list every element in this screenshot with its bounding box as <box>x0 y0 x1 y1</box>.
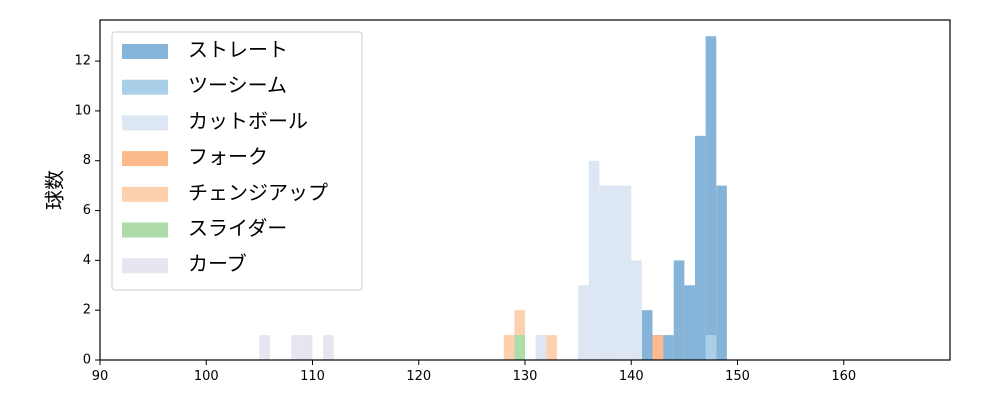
bar-2-137 <box>599 185 610 360</box>
legend-swatch-2 <box>122 115 168 131</box>
bar-2-140 <box>631 260 642 360</box>
legend-label-5: スライダー <box>188 216 287 240</box>
legend-label-4: チェンジアップ <box>188 180 328 204</box>
bar-0-143 <box>663 335 674 360</box>
y-tick-label-10: 10 <box>74 103 91 118</box>
bar-6-105 <box>259 335 270 360</box>
bar-6-111 <box>323 335 334 360</box>
x-tick-label-100: 100 <box>194 369 219 384</box>
x-tick-label-160: 160 <box>831 369 856 384</box>
legend-swatch-6 <box>122 258 168 274</box>
bar-2-135 <box>578 285 589 360</box>
legend-swatch-0 <box>122 44 168 59</box>
bar-4-128 <box>503 335 515 360</box>
x-tick-label-120: 120 <box>406 369 431 384</box>
bar-6-109 <box>301 335 313 360</box>
bar-4-129 <box>514 310 525 360</box>
legend-box <box>111 31 363 291</box>
y-axis: 0 2 4 6 8 10 12 <box>74 54 100 368</box>
legend-label-0: ストレート <box>188 38 288 62</box>
y-tick-label-8: 8 <box>83 153 91 168</box>
y-tick-label-2: 2 <box>83 303 91 318</box>
y-tick-label-4: 4 <box>83 253 91 268</box>
legend-label-1: ツーシーム <box>188 73 287 97</box>
bar-2-139 <box>620 185 632 360</box>
bar-6-108 <box>291 335 302 360</box>
legend-label-6: カーブ <box>188 252 247 276</box>
x-tick-label-90: 90 <box>92 369 109 384</box>
bar-0-141 <box>641 310 653 360</box>
legend-swatch-3 <box>122 151 168 167</box>
x-tick-label-150: 150 <box>725 369 750 384</box>
y-tick-label-6: 6 <box>83 203 91 218</box>
bar-0-145 <box>684 285 695 360</box>
histogram-bars <box>259 36 727 360</box>
bar-5-129 <box>514 335 525 360</box>
bar-2-131 <box>535 335 547 360</box>
legend-swatch-5 <box>122 222 168 238</box>
x-tick-label-110: 110 <box>300 369 325 384</box>
bar-0-144 <box>673 260 685 360</box>
bar-0-146 <box>695 135 706 360</box>
bar-3-142 <box>652 335 664 360</box>
legend-swatch-4 <box>122 186 168 202</box>
legend-label-3: フォーク <box>188 145 268 169</box>
bar-1-147 <box>705 335 717 360</box>
x-axis: 90 100 110 120 130 140 150 160 <box>92 360 856 384</box>
x-tick-label-130: 130 <box>513 369 538 384</box>
legend-label-2: カットボール <box>188 109 308 133</box>
y-tick-label-12: 12 <box>74 54 91 69</box>
y-tick-label-0: 0 <box>83 353 91 368</box>
bar-0-148 <box>716 185 727 360</box>
x-tick-label-140: 140 <box>619 369 644 384</box>
bar-0-147 <box>705 36 717 360</box>
y-axis-label: 球数 <box>43 170 67 210</box>
legend-swatch-1 <box>122 79 168 95</box>
bar-4-132 <box>546 335 557 360</box>
bar-2-138 <box>610 185 621 360</box>
bar-2-136 <box>588 160 600 360</box>
